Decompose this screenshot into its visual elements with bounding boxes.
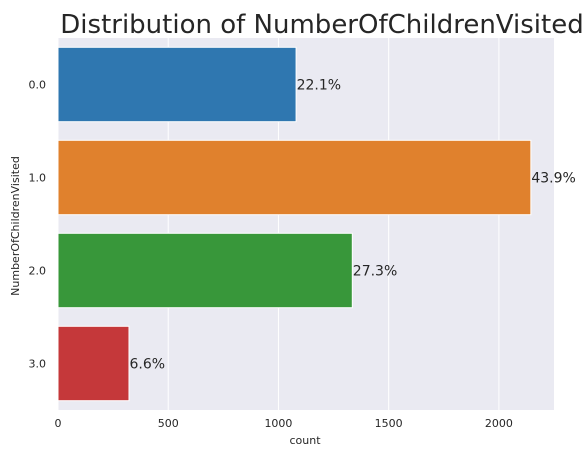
- y-tick-label: 1.0: [29, 172, 47, 185]
- x-axis-label: count: [289, 434, 321, 447]
- bar-value-label: 22.1%: [297, 78, 341, 94]
- bar-value-label: 6.6%: [129, 357, 165, 373]
- y-tick-labels: 0.0 1.0 2.0 3.0: [29, 79, 47, 371]
- y-tick-label: 3.0: [29, 358, 47, 371]
- y-tick-label: 0.0: [29, 79, 47, 92]
- y-tick-label: 2.0: [29, 265, 47, 278]
- y-axis-label: NumberOfChildrenVisited: [9, 156, 22, 296]
- bar-value-label: 27.3%: [353, 264, 397, 280]
- bars: [57, 46, 532, 402]
- bar-2.0: [57, 232, 353, 309]
- bar-3.0: [57, 325, 130, 402]
- bar-1.0: [57, 139, 532, 216]
- bar-labels: 22.1% 43.9% 27.3% 6.6%: [129, 78, 575, 373]
- bar-0.0: [57, 46, 297, 123]
- x-tick-label: 0: [55, 417, 62, 430]
- chart-title: Distribution of NumberOfChildrenVisited: [60, 10, 583, 40]
- x-tick-label: 2000: [485, 417, 513, 430]
- x-tick-label: 500: [158, 417, 179, 430]
- x-tick-labels: 0 500 1000 1500 2000: [55, 417, 513, 430]
- x-tick-label: 1500: [375, 417, 403, 430]
- bar-value-label: 43.9%: [531, 171, 575, 187]
- x-tick-label: 1000: [264, 417, 292, 430]
